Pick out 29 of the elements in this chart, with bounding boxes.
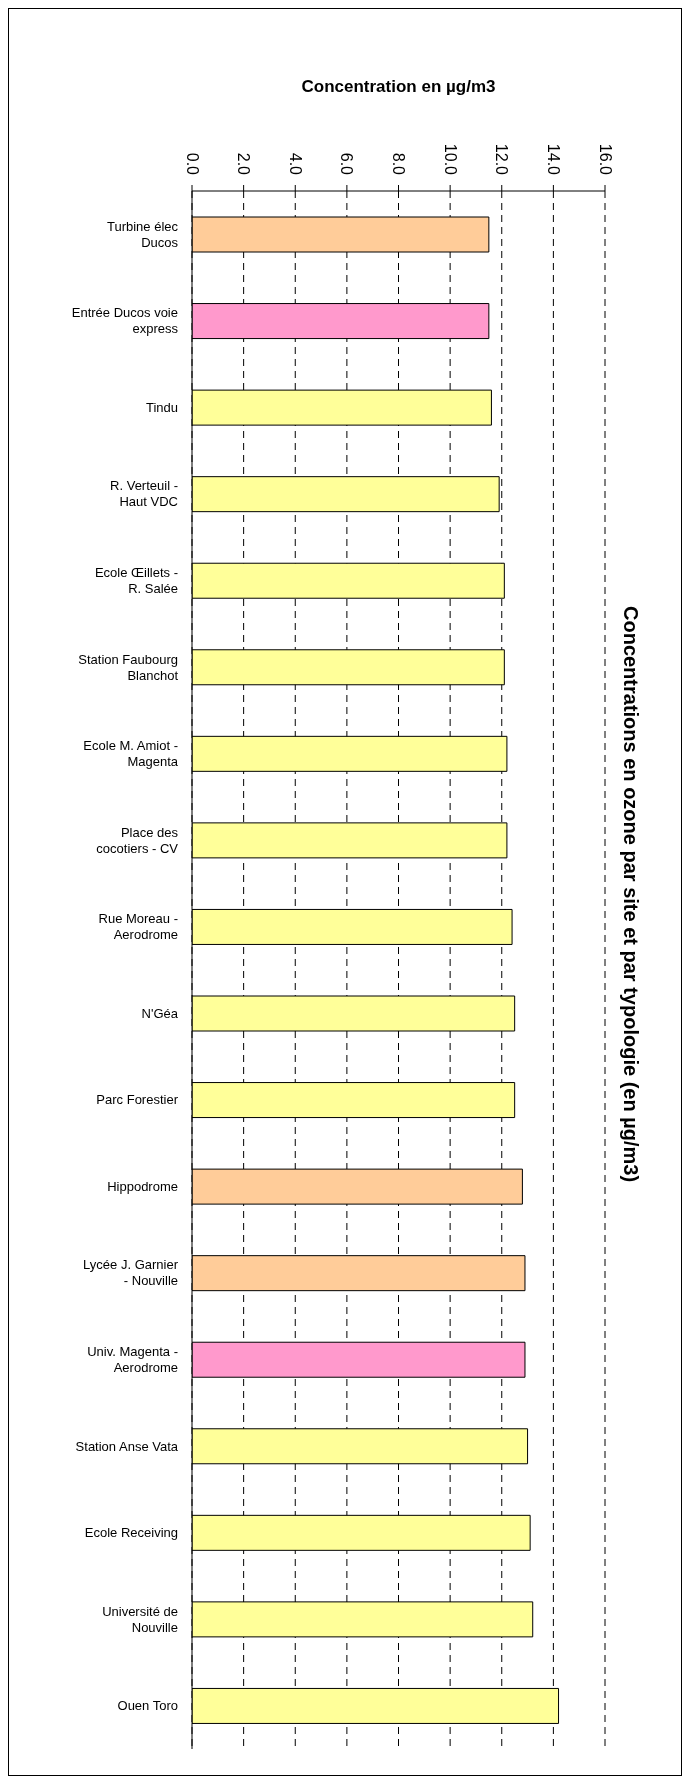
y-tick-label: Parc Forestier bbox=[96, 1092, 179, 1108]
x-tick-label: 10.0 bbox=[441, 143, 459, 176]
y-tick-label: Ecole Œillets - R. Salée bbox=[94, 565, 178, 597]
y-tick-label: Place des cocotiers - CV bbox=[96, 824, 179, 856]
y-tick-label: Station Faubourg Blanchot bbox=[78, 651, 179, 683]
y-tick-label: Entrée Ducos voie express bbox=[71, 305, 179, 337]
y-tick-label: Lycée J. Garnier - Nouville bbox=[83, 1257, 179, 1289]
y-tick-label: Rue Moreau - Aerodrome bbox=[98, 911, 178, 943]
y-tick-label: R. Verteuil - Haut VDC bbox=[110, 478, 178, 510]
y-tick-label: Station Anse Vata bbox=[75, 1438, 179, 1454]
y-tick-label: Ouen Toro bbox=[117, 1698, 178, 1714]
y-tick-label: Tindu bbox=[145, 399, 178, 415]
y-tick-label: Ecole M. Amiot - Magenta bbox=[83, 738, 179, 770]
x-tick-label: 4.0 bbox=[286, 152, 304, 176]
y-tick-label: Univ. Magenta - Aerodrome bbox=[87, 1344, 178, 1376]
text: Concentrations en ozone par site et par typologie (en µg/m3) bbox=[619, 604, 642, 1184]
x-tick-label: 6.0 bbox=[338, 152, 356, 176]
x-tick-label: 16.0 bbox=[596, 143, 614, 176]
x-tick-label: 14.0 bbox=[544, 143, 562, 176]
y-tick-label: Hippodrome bbox=[107, 1178, 178, 1194]
y-tick-label: Université de Nouville bbox=[102, 1603, 178, 1635]
y-tick-label: Ecole Receiving bbox=[84, 1525, 178, 1541]
x-tick-label: 12.0 bbox=[493, 143, 511, 176]
x-tick-label: 8.0 bbox=[390, 152, 407, 176]
x-tick-label: 0.0 bbox=[183, 152, 201, 176]
x-tick-label: 2.0 bbox=[235, 152, 253, 176]
x-axis-title: Concentration en µg/m3 bbox=[300, 77, 497, 97]
y-tick-label: Turbine élec Ducos bbox=[106, 218, 179, 250]
y-tick-label: N'Géa bbox=[141, 1005, 179, 1021]
